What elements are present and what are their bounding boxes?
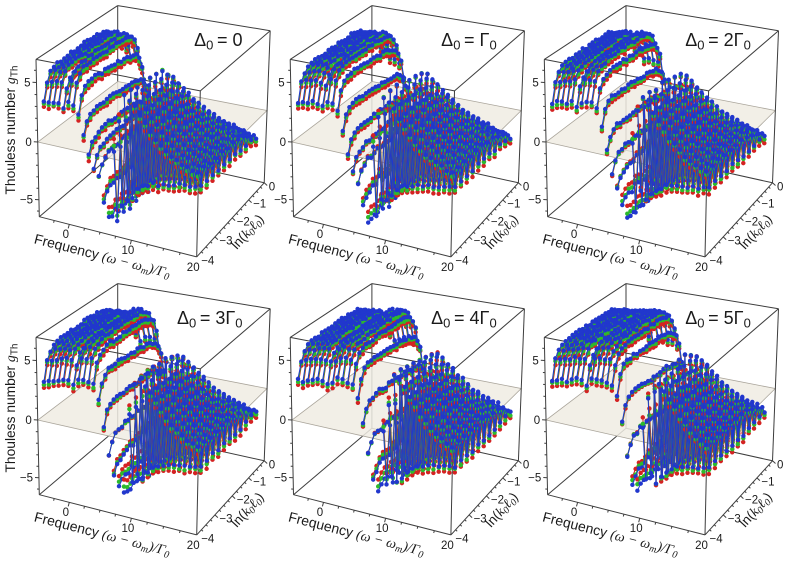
svg-text:−1: −1 — [761, 476, 774, 488]
svg-text:Thouless number gTh: Thouless number gTh — [3, 65, 21, 194]
svg-text:0: 0 — [777, 181, 783, 193]
svg-text:20: 20 — [695, 540, 708, 552]
svg-text:10: 10 — [122, 245, 135, 257]
svg-text:0: 0 — [571, 229, 577, 241]
svg-text:−2: −2 — [491, 494, 504, 506]
svg-text:20: 20 — [695, 262, 708, 274]
svg-text:−4: −4 — [455, 255, 469, 267]
svg-text:−1: −1 — [507, 476, 520, 488]
svg-text:−5: −5 — [20, 473, 33, 485]
svg-text:0: 0 — [269, 459, 275, 471]
svg-text:0: 0 — [317, 507, 323, 519]
svg-text:0: 0 — [523, 181, 529, 193]
svg-text:−3: −3 — [474, 513, 487, 525]
svg-text:−2: −2 — [237, 494, 250, 506]
svg-text:−5: −5 — [274, 195, 287, 207]
svg-text:0: 0 — [571, 507, 577, 519]
svg-text:20: 20 — [187, 540, 200, 552]
svg-text:−1: −1 — [761, 198, 774, 210]
svg-text:0: 0 — [63, 507, 69, 519]
svg-text:0: 0 — [269, 181, 275, 193]
svg-text:0: 0 — [25, 415, 31, 427]
svg-text:−4: −4 — [201, 255, 215, 267]
svg-text:Δ0 = 0: Δ0 = 0 — [194, 30, 242, 53]
svg-text:5: 5 — [24, 356, 30, 368]
svg-text:−4: −4 — [455, 533, 469, 545]
svg-text:Δ0 = Γ0: Δ0 = Γ0 — [441, 30, 497, 53]
svg-text:−3: −3 — [728, 513, 741, 525]
svg-text:Δ0 = 4Γ0: Δ0 = 4Γ0 — [431, 308, 497, 331]
svg-text:10: 10 — [122, 523, 135, 535]
svg-text:−4: −4 — [710, 533, 724, 545]
svg-text:−2: −2 — [745, 216, 758, 228]
svg-text:5: 5 — [278, 78, 284, 90]
svg-text:−5: −5 — [20, 195, 33, 207]
svg-text:−2: −2 — [745, 494, 758, 506]
svg-text:0: 0 — [777, 459, 783, 471]
svg-text:−3: −3 — [728, 235, 741, 247]
svg-text:20: 20 — [187, 262, 200, 274]
svg-text:10: 10 — [630, 523, 643, 535]
svg-text:5: 5 — [24, 78, 30, 90]
svg-text:10: 10 — [630, 245, 643, 257]
svg-text:−5: −5 — [528, 195, 541, 207]
svg-text:0: 0 — [534, 137, 540, 149]
svg-text:Δ0 = 5Γ0: Δ0 = 5Γ0 — [685, 308, 751, 331]
svg-text:0: 0 — [523, 459, 529, 471]
svg-text:−4: −4 — [201, 533, 215, 545]
svg-text:0: 0 — [317, 229, 323, 241]
svg-text:0: 0 — [280, 415, 286, 427]
svg-text:0: 0 — [25, 137, 31, 149]
svg-text:−1: −1 — [253, 476, 266, 488]
svg-text:−3: −3 — [219, 513, 232, 525]
svg-text:5: 5 — [532, 78, 538, 90]
svg-text:0: 0 — [280, 137, 286, 149]
svg-text:−1: −1 — [253, 198, 266, 210]
svg-text:−2: −2 — [237, 216, 250, 228]
svg-text:0: 0 — [534, 415, 540, 427]
svg-text:−5: −5 — [274, 473, 287, 485]
svg-text:−5: −5 — [528, 473, 541, 485]
svg-text:Δ0 = 2Γ0: Δ0 = 2Γ0 — [685, 30, 751, 53]
svg-text:10: 10 — [376, 523, 389, 535]
svg-text:20: 20 — [441, 540, 454, 552]
svg-text:Δ0 = 3Γ0: Δ0 = 3Γ0 — [177, 308, 243, 331]
svg-text:5: 5 — [532, 356, 538, 368]
svg-text:20: 20 — [441, 262, 454, 274]
svg-text:−2: −2 — [491, 216, 504, 228]
svg-text:0: 0 — [63, 229, 69, 241]
svg-text:−1: −1 — [507, 198, 520, 210]
svg-text:Thouless number gTh: Thouless number gTh — [3, 343, 21, 472]
svg-text:5: 5 — [278, 356, 284, 368]
svg-text:−3: −3 — [474, 235, 487, 247]
svg-text:10: 10 — [376, 245, 389, 257]
svg-text:−4: −4 — [710, 255, 724, 267]
svg-text:−3: −3 — [219, 235, 232, 247]
